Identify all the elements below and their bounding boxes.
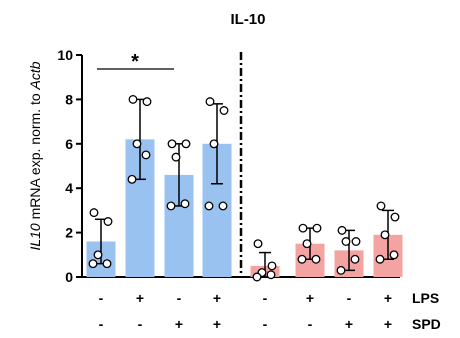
data-point xyxy=(205,97,215,107)
data-point xyxy=(128,94,138,104)
data-point xyxy=(93,250,103,260)
y-axis-label-text: mRNA exp. norm. to xyxy=(27,89,43,223)
row-label-spd: SPD xyxy=(412,316,441,332)
data-point xyxy=(375,254,385,264)
data-point xyxy=(252,272,262,282)
data-point xyxy=(336,265,346,275)
data-point xyxy=(89,208,99,218)
data-point xyxy=(311,254,321,264)
row-label-lps: LPS xyxy=(412,290,439,306)
data-point xyxy=(88,259,98,269)
data-point xyxy=(390,212,400,222)
lps-condition-label: - xyxy=(99,290,104,306)
y-tick-label: 4 xyxy=(65,180,73,196)
lps-condition-label: + xyxy=(213,290,221,306)
data-point xyxy=(312,223,322,233)
data-point xyxy=(337,225,347,235)
data-point xyxy=(351,237,361,246)
data-point xyxy=(297,254,307,264)
data-point xyxy=(376,201,386,211)
data-point xyxy=(181,139,191,149)
data-point xyxy=(267,261,277,271)
data-point xyxy=(171,152,181,162)
data-point xyxy=(298,223,308,233)
y-tick-label: 0 xyxy=(65,269,73,285)
data-point xyxy=(142,97,152,107)
significance-star: * xyxy=(131,51,139,73)
data-point xyxy=(132,139,142,149)
data-point xyxy=(266,270,276,280)
y-tick-label: 10 xyxy=(57,47,73,63)
lps-condition-label: + xyxy=(136,290,144,306)
data-point xyxy=(167,139,177,149)
spd-condition-label: - xyxy=(99,316,104,332)
spd-condition-label: + xyxy=(384,316,392,332)
y-axis-label: IL10 mRNA exp. norm. to Actb xyxy=(27,61,43,250)
data-point xyxy=(350,254,360,264)
data-point xyxy=(180,199,190,209)
data-point xyxy=(102,259,112,269)
spd-condition-label: + xyxy=(345,316,353,332)
lps-condition-label: + xyxy=(306,290,314,306)
data-point xyxy=(141,150,151,160)
lps-condition-label: + xyxy=(384,290,392,306)
data-point xyxy=(253,239,263,249)
data-point xyxy=(204,201,214,211)
data-point xyxy=(127,174,137,184)
y-tick-label: 6 xyxy=(65,136,73,152)
y-tick-label: 2 xyxy=(65,225,73,241)
y-tick-label: 8 xyxy=(65,91,73,107)
data-point xyxy=(103,217,113,226)
spd-condition-label: + xyxy=(175,316,183,332)
y-axis-label-ref: Actb xyxy=(27,61,43,90)
data-point xyxy=(166,201,176,211)
spd-condition-label: - xyxy=(263,316,268,332)
spd-condition-label: + xyxy=(213,316,221,332)
spd-condition-label: - xyxy=(138,316,143,332)
y-axis-label-gene: IL10 xyxy=(27,223,43,250)
lps-condition-label: - xyxy=(263,290,268,306)
chart-title: IL-10 xyxy=(230,11,265,28)
lps-condition-label: - xyxy=(347,290,352,306)
data-point xyxy=(218,201,228,211)
data-point xyxy=(341,237,351,246)
data-point xyxy=(219,106,229,115)
data-point xyxy=(389,250,399,260)
data-point xyxy=(209,139,219,149)
data-point xyxy=(380,230,390,240)
lps-condition-label: - xyxy=(177,290,182,306)
data-point xyxy=(302,239,312,249)
spd-condition-label: - xyxy=(308,316,313,332)
